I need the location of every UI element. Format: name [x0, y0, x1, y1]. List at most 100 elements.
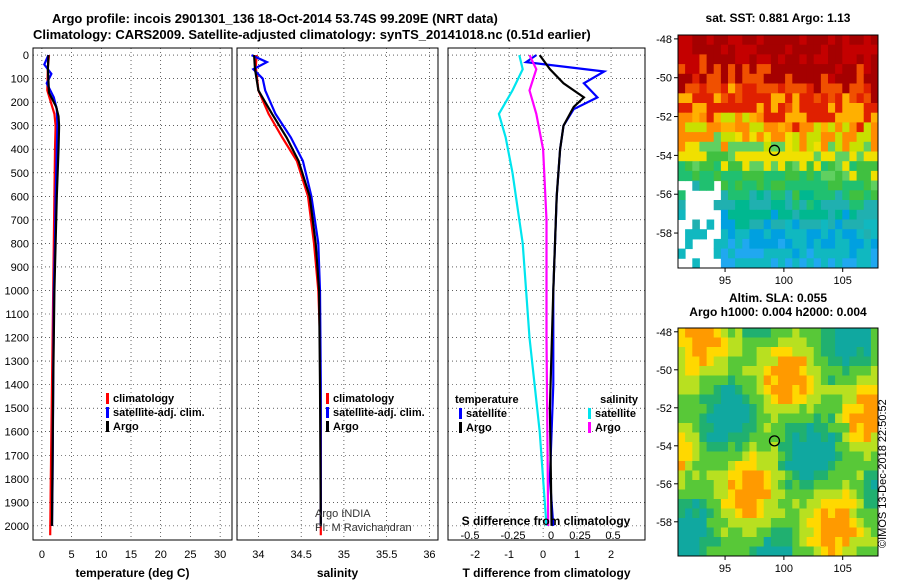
map-cell	[835, 258, 843, 269]
map-cell	[763, 356, 772, 367]
map-cell	[770, 394, 779, 405]
map-cell	[692, 337, 700, 348]
map-cell	[728, 151, 736, 162]
map-cell	[849, 238, 857, 250]
map-cell	[749, 238, 757, 250]
map-cell	[749, 73, 757, 84]
map-cell	[863, 151, 872, 162]
map-cell	[856, 508, 865, 519]
map-cell	[785, 461, 793, 471]
map-cell	[706, 141, 715, 152]
map-cell	[792, 73, 800, 84]
map-cell	[756, 258, 765, 269]
map-cell	[799, 112, 807, 123]
map-cell	[685, 470, 693, 481]
map-cell	[742, 546, 750, 557]
map-cell	[778, 161, 786, 172]
map-cell	[706, 161, 715, 172]
map-cell	[799, 83, 807, 94]
map-cell	[735, 375, 743, 386]
map-cell	[863, 238, 872, 250]
map-cell	[813, 54, 822, 65]
map-cell	[806, 35, 815, 46]
map-cell	[820, 35, 829, 46]
map-cell	[692, 451, 700, 462]
map-cell	[778, 499, 786, 509]
map-cell	[699, 141, 707, 152]
map-cell	[706, 64, 715, 75]
map-cell	[799, 64, 807, 75]
map-cell	[749, 470, 757, 481]
map-cell	[806, 375, 815, 386]
map-cell	[749, 83, 757, 94]
map-cell	[692, 112, 700, 123]
map-cell	[692, 73, 700, 84]
map-cell	[792, 461, 800, 471]
map-cell	[678, 64, 686, 75]
map-cell	[799, 442, 807, 452]
map-y-tick-label: -48	[656, 34, 672, 46]
map-cell	[678, 413, 686, 424]
map-cell	[863, 527, 872, 538]
map-cell	[835, 489, 843, 500]
map-cell	[813, 394, 822, 405]
map-cell	[799, 238, 807, 250]
map-cell	[792, 44, 800, 55]
map-cell	[806, 337, 815, 348]
map-cell	[692, 328, 700, 338]
map-cell	[699, 404, 707, 414]
map-y-tick-label: -58	[656, 517, 672, 529]
map-cell	[720, 394, 729, 405]
map-cell	[870, 356, 879, 367]
map-cell	[835, 385, 843, 395]
map-cell	[842, 170, 850, 182]
map-cell	[863, 442, 872, 452]
map-cell	[842, 248, 850, 259]
map-cell	[756, 190, 765, 201]
map-cell	[792, 404, 800, 414]
map-cell	[778, 470, 786, 481]
x-tick-label: 36	[423, 549, 435, 561]
map-cell	[728, 209, 736, 220]
map-cell	[728, 219, 736, 230]
map-cell	[713, 461, 722, 471]
map-cell	[828, 546, 836, 557]
map-cell	[742, 229, 750, 240]
map-cell	[678, 375, 686, 386]
map-cell	[806, 73, 815, 84]
map-cell	[685, 238, 693, 250]
map-cell	[849, 413, 857, 424]
map-cell	[820, 404, 829, 414]
map-cell	[728, 451, 736, 462]
map-cell	[799, 170, 807, 182]
map-cell	[856, 103, 865, 114]
map-cell	[692, 470, 700, 481]
map-cell	[713, 375, 722, 386]
map-cell	[706, 423, 715, 433]
map-cell	[778, 132, 786, 143]
map-cell	[706, 537, 715, 547]
map-cell	[756, 413, 765, 424]
map-cell	[842, 518, 850, 528]
map-cell	[720, 141, 729, 152]
map-cell	[692, 461, 700, 471]
map-cell	[792, 200, 800, 211]
series-line	[254, 55, 322, 536]
map-cell	[742, 64, 750, 75]
map-cell	[849, 508, 857, 519]
map-cell	[842, 238, 850, 250]
map-cell	[713, 122, 722, 133]
map-cell	[778, 35, 786, 46]
map-cell	[820, 73, 829, 84]
map-cell	[870, 432, 879, 443]
map-cell	[849, 141, 857, 152]
map-cell	[806, 248, 815, 259]
map-cell	[685, 489, 693, 500]
legend-label: Argo	[113, 421, 139, 433]
map-cell	[678, 161, 686, 172]
legend-swatch	[326, 393, 329, 404]
map-cell	[678, 394, 686, 405]
map-cell	[692, 527, 700, 538]
map-cell	[785, 248, 793, 259]
map-cell	[813, 518, 822, 528]
